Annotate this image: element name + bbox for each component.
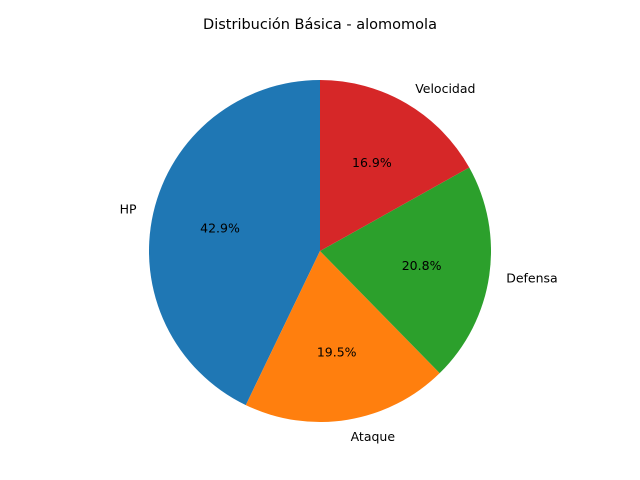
slice-percent-ataque: 19.5% [317, 345, 357, 360]
slice-defensa [320, 167, 492, 374]
chart-title: Distribución Básica - alomomola [203, 17, 437, 33]
slice-percent-defensa: 20.8% [402, 258, 442, 273]
slice-percent-hp: 42.9% [200, 221, 240, 236]
pie-labels: HP 42.9% Ataque 19.5% Defensa 20.8% Velocidad 1… [120, 81, 558, 444]
slice-label-ataque: Ataque [351, 429, 396, 444]
slice-label-defensa: Defensa [506, 270, 558, 285]
slice-velocidad [320, 80, 470, 251]
slice-ataque [245, 251, 440, 423]
pie-slices [148, 80, 492, 423]
slice-label-velocidad: Velocidad [415, 81, 475, 96]
slice-hp [148, 80, 320, 406]
slice-percent-velocidad: 16.9% [352, 155, 392, 170]
slice-label-hp: HP [120, 202, 137, 217]
